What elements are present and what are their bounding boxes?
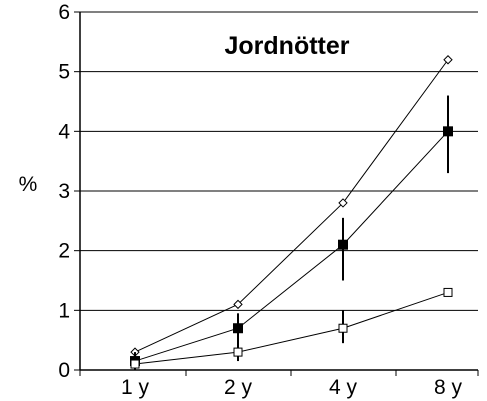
x-tick-labels: 1 y 2 y 4 y 8 y bbox=[121, 376, 463, 399]
x-tick-label: 4 y bbox=[329, 376, 358, 399]
data-point bbox=[130, 359, 140, 369]
series-group bbox=[130, 55, 453, 370]
series-1 bbox=[130, 55, 453, 357]
series-3 bbox=[130, 287, 453, 369]
x-tick-label: 8 y bbox=[434, 376, 463, 399]
series-line bbox=[134, 130, 449, 362]
axes bbox=[74, 11, 479, 376]
series-line bbox=[134, 59, 449, 353]
y-tick-label: 3 bbox=[58, 180, 70, 203]
data-point bbox=[338, 239, 348, 250]
data-point bbox=[338, 323, 348, 333]
grid-lines bbox=[80, 11, 478, 311]
chart-title: Jordnötter bbox=[225, 32, 350, 60]
data-point bbox=[338, 198, 348, 208]
series-line bbox=[134, 291, 449, 365]
y-axis-label: % bbox=[19, 173, 38, 196]
data-point bbox=[233, 323, 243, 334]
y-tick-label: 4 bbox=[58, 120, 70, 143]
y-tick-label: 1 bbox=[58, 299, 70, 322]
data-point bbox=[233, 347, 243, 357]
data-point bbox=[233, 299, 243, 310]
x-tick-label: 1 y bbox=[121, 376, 150, 399]
data-point bbox=[443, 126, 453, 137]
data-point bbox=[443, 55, 453, 65]
y-tick-label: 0 bbox=[58, 359, 70, 382]
y-tick-label: 5 bbox=[58, 61, 70, 84]
y-tick-label: 2 bbox=[58, 240, 70, 263]
series-2 bbox=[130, 95, 453, 370]
y-tick-label: 6 bbox=[58, 1, 70, 24]
x-tick-label: 2 y bbox=[224, 376, 253, 399]
data-point bbox=[443, 287, 453, 297]
y-tick-labels: 0 1 2 3 4 5 6 bbox=[58, 1, 70, 382]
